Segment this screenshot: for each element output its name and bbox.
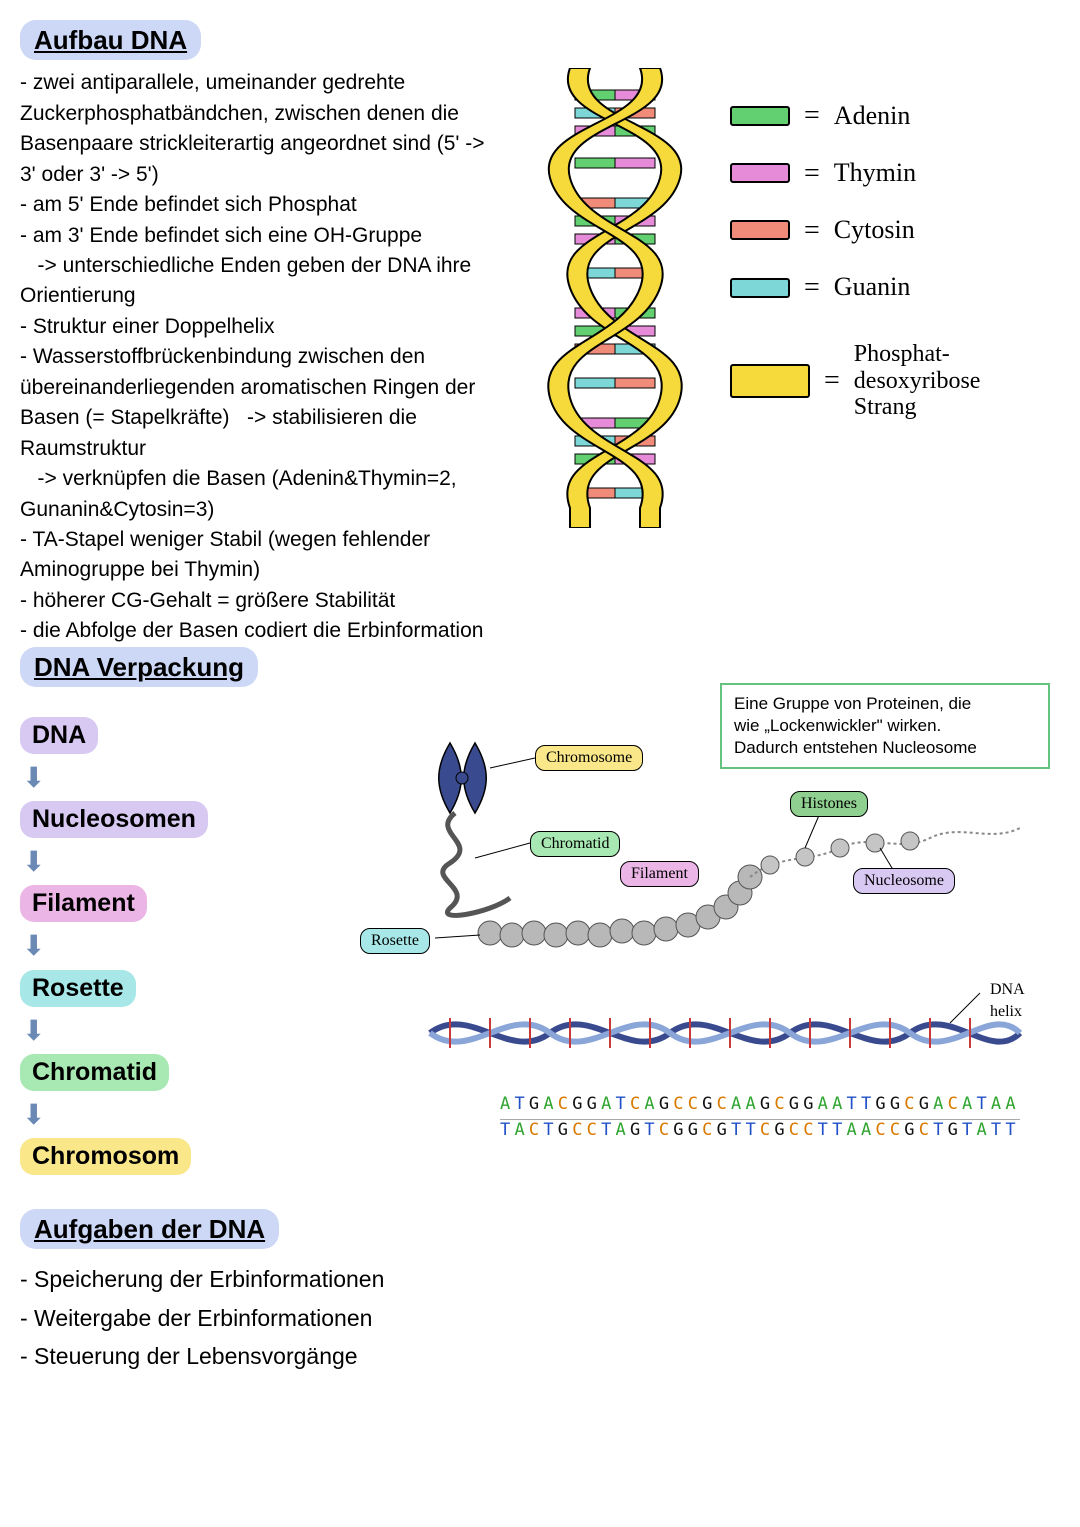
tag-chromatid: Chromatid	[530, 831, 620, 857]
term-chromatid: Chromatid	[20, 1054, 169, 1091]
section-aufbau: Aufbau DNA - zwei antiparallele, umeinan…	[20, 20, 1060, 647]
tag-chromosome: Chromosome	[535, 745, 643, 771]
swatch-guanin	[730, 278, 790, 298]
legend-backbone: = Phosphat- desoxyribose Strang	[730, 341, 980, 420]
tag-dna-helix: DNA helix	[980, 978, 1060, 1025]
packaging-term-list: DNA ⬇ Nucleosomen ⬇ Filament ⬇ Rosette ⬇…	[20, 713, 320, 1179]
heading-aufbau: Aufbau DNA	[20, 20, 201, 60]
heading-verpackung: DNA Verpackung	[20, 647, 258, 687]
dna-seq-top: ATGACGGATCAGCCGCAAGCGGAATTGGCGACATAA	[500, 1093, 1020, 1120]
legend-cytosin: = Cytosin	[730, 211, 980, 250]
term-chromosom: Chromosom	[20, 1138, 191, 1175]
down-arrow-icon: ⬇	[22, 926, 320, 965]
aufgaben-list: - Speicherung der Erbinformationen - Wei…	[20, 1263, 1060, 1372]
legend-guanin: = Guanin	[730, 268, 980, 307]
term-rosette: Rosette	[20, 970, 136, 1007]
tag-rosette: Rosette	[360, 928, 430, 954]
legend-label: Guanin	[834, 269, 911, 305]
tag-histones: Histones	[790, 791, 868, 817]
section-verpackung: DNA Verpackung DNA ⬇ Nucleosomen ⬇ Filam…	[20, 647, 1060, 1179]
term-dna: DNA	[20, 717, 98, 754]
swatch-adenin	[730, 106, 790, 126]
aufgabe-1: - Speicherung der Erbinformationen	[20, 1263, 1060, 1295]
term-nucleosomen: Nucleosomen	[20, 801, 208, 838]
dna-helix-svg	[520, 68, 710, 528]
section-aufgaben: Aufgaben der DNA - Speicherung der Erbin…	[20, 1209, 1060, 1372]
eq-sign: =	[804, 96, 820, 135]
legend-adenin: = Adenin	[730, 96, 980, 135]
legend-label: Cytosin	[834, 212, 915, 248]
down-arrow-icon: ⬇	[22, 1095, 320, 1134]
packaging-diagram: Eine Gruppe von Proteinen, die wie „Lock…	[340, 713, 1060, 1173]
down-arrow-icon: ⬇	[22, 842, 320, 881]
tag-nucleosome: Nucleosome	[853, 868, 955, 894]
term-filament: Filament	[20, 885, 147, 922]
legend-thymin: = Thymin	[730, 154, 980, 193]
aufbau-text: - zwei antiparallele, umeinander gedreht…	[20, 68, 500, 646]
tag-filament: Filament	[620, 861, 699, 887]
dna-helix-diagram	[520, 68, 710, 536]
swatch-thymin	[730, 163, 790, 183]
legend-label: Thymin	[834, 155, 916, 191]
top-row: - zwei antiparallele, umeinander gedreht…	[20, 68, 1060, 646]
legend-label: Adenin	[834, 98, 911, 134]
down-arrow-icon: ⬇	[22, 1011, 320, 1050]
base-legend: = Adenin = Thymin = Cytosin = Guanin =	[730, 68, 980, 438]
backbone-label: Phosphat- desoxyribose Strang	[854, 341, 981, 420]
dna-seq-bottom: TACTGCCTAGTCGGCGTTCGCCTTAACCGCTGTATT	[500, 1117, 1020, 1143]
down-arrow-icon: ⬇	[22, 758, 320, 797]
swatch-backbone	[730, 364, 810, 398]
aufgabe-3: - Steuerung der Lebensvorgänge	[20, 1340, 1060, 1372]
heading-aufgaben: Aufgaben der DNA	[20, 1209, 279, 1249]
aufgabe-2: - Weitergabe der Erbinformationen	[20, 1302, 1060, 1334]
swatch-cytosin	[730, 220, 790, 240]
